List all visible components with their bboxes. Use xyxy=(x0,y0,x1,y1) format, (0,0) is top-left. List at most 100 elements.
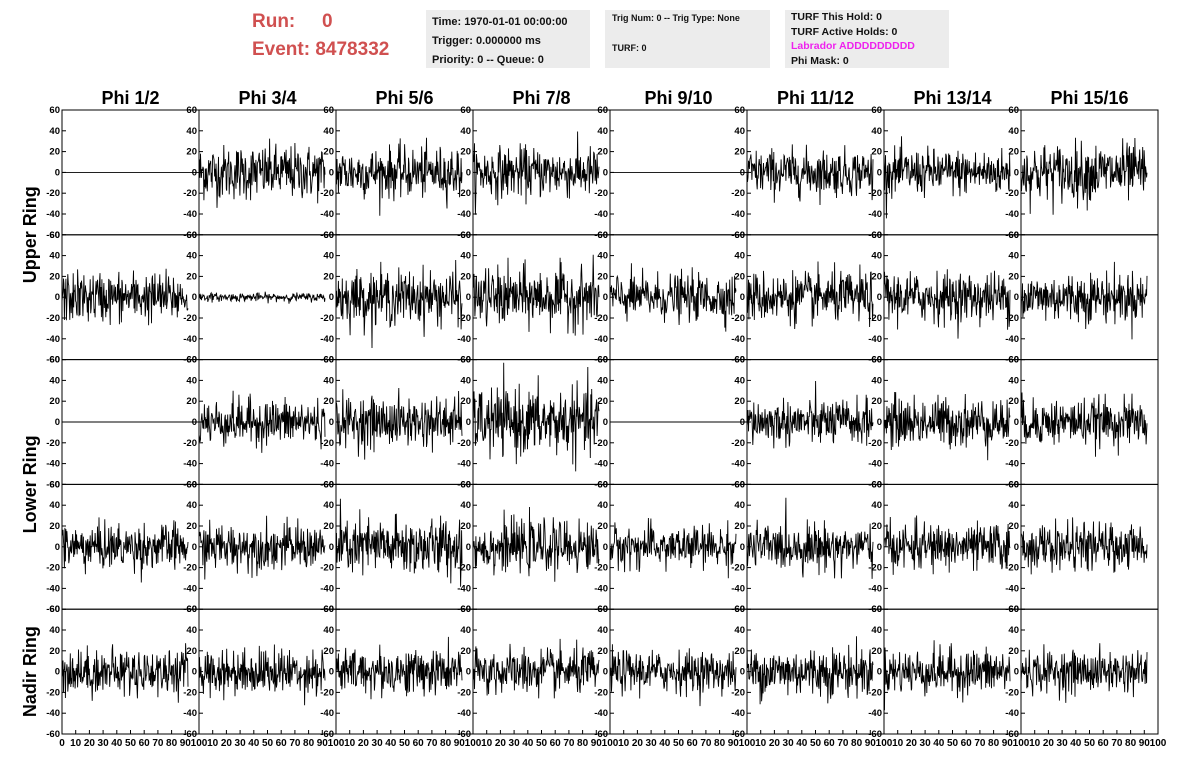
waveform-trace xyxy=(609,263,737,332)
y-tick-label: 0 xyxy=(877,417,882,428)
y-tick-label: -40 xyxy=(731,334,745,345)
y-tick-label: 0 xyxy=(740,292,745,303)
x-tick-label: 0 xyxy=(59,738,65,749)
y-tick-label: 60 xyxy=(460,479,471,490)
turf-text: TURF: 0 xyxy=(612,43,647,53)
y-tick-label: 40 xyxy=(871,625,882,636)
y-tick-label: -40 xyxy=(183,209,197,220)
y-tick-label: 60 xyxy=(460,230,471,241)
y-tick-label: 60 xyxy=(323,604,334,615)
y-tick-label: -20 xyxy=(183,188,197,199)
y-tick-label: 40 xyxy=(597,375,608,386)
y-tick-label: -40 xyxy=(594,708,608,719)
y-tick-label: 60 xyxy=(49,604,60,615)
y-tick-label: 0 xyxy=(1014,292,1019,303)
y-tick-label: 0 xyxy=(1014,542,1019,553)
x-tick-label: 80 xyxy=(1125,738,1137,749)
y-tick-label: -40 xyxy=(457,459,471,470)
priority-text: Priority: 0 -- Queue: 0 xyxy=(432,54,544,66)
waveform-trace xyxy=(1020,137,1148,215)
y-tick-label: 20 xyxy=(186,271,197,282)
y-tick-label: -20 xyxy=(46,188,60,199)
y-tick-label: -40 xyxy=(731,459,745,470)
y-tick-label: 40 xyxy=(186,500,197,511)
x-tick-label: 70 xyxy=(289,738,301,749)
y-tick-label: -40 xyxy=(868,459,882,470)
y-tick-label: -20 xyxy=(594,563,608,574)
time-info-box: Time: 1970-01-01 00:00:00 Trigger: 0.000… xyxy=(426,10,590,68)
y-tick-label: -40 xyxy=(183,334,197,345)
waveform-trace xyxy=(335,498,463,587)
y-tick-label: 0 xyxy=(55,292,60,303)
y-tick-label: 20 xyxy=(1008,521,1019,532)
y-tick-label: 0 xyxy=(877,167,882,178)
x-tick-label: 90 xyxy=(728,738,740,749)
y-tick-label: 20 xyxy=(597,521,608,532)
y-tick-label: 40 xyxy=(871,126,882,137)
y-tick-label: 40 xyxy=(460,126,471,137)
x-tick-label: 90 xyxy=(591,738,603,749)
y-tick-label: 40 xyxy=(734,251,745,262)
y-tick-label: 40 xyxy=(460,375,471,386)
y-tick-label: -20 xyxy=(457,563,471,574)
x-tick-label: 70 xyxy=(700,738,712,749)
y-tick-label: 40 xyxy=(1008,251,1019,262)
x-tick-label: 30 xyxy=(920,738,932,749)
y-tick-label: 40 xyxy=(597,126,608,137)
y-tick-label: 40 xyxy=(734,375,745,386)
y-tick-label: 0 xyxy=(740,167,745,178)
x-tick-label: 10 xyxy=(1029,738,1041,749)
y-tick-label: 60 xyxy=(49,105,60,116)
waveform-trace xyxy=(1020,643,1148,703)
y-tick-label: 20 xyxy=(323,147,334,158)
y-tick-label: -40 xyxy=(594,334,608,345)
y-tick-label: 0 xyxy=(192,292,197,303)
x-tick-label: 100 xyxy=(191,738,208,749)
y-tick-label: 20 xyxy=(323,396,334,407)
y-tick-label: 20 xyxy=(734,521,745,532)
y-tick-label: 60 xyxy=(186,105,197,116)
trigger-info-box: Trig Num: 0 -- Trig Type: None TURF: 0 xyxy=(605,10,770,68)
ring-label: Upper Ring xyxy=(20,186,40,283)
y-tick-label: -60 xyxy=(183,479,197,490)
phi-mask-text: Phi Mask: 0 xyxy=(791,54,849,67)
y-tick-label: 60 xyxy=(734,230,745,241)
y-tick-label: 20 xyxy=(734,396,745,407)
x-tick-label: 20 xyxy=(769,738,781,749)
x-tick-label: 10 xyxy=(755,738,767,749)
x-tick-label: 100 xyxy=(876,738,893,749)
x-tick-label: 50 xyxy=(125,738,137,749)
y-tick-label: 40 xyxy=(323,126,334,137)
y-tick-label: -20 xyxy=(731,188,745,199)
waveform-trace xyxy=(198,390,326,453)
y-tick-label: 20 xyxy=(323,521,334,532)
y-tick-label: 40 xyxy=(871,251,882,262)
x-tick-label: 30 xyxy=(1057,738,1069,749)
y-tick-label: 60 xyxy=(734,479,745,490)
y-tick-label: -60 xyxy=(46,230,60,241)
y-tick-label: -60 xyxy=(1005,355,1019,366)
waveform-trace xyxy=(198,138,326,208)
y-tick-label: 40 xyxy=(49,500,60,511)
y-tick-label: 20 xyxy=(460,646,471,657)
x-tick-label: 40 xyxy=(522,738,534,749)
waveform-trace xyxy=(335,137,463,216)
x-tick-label: 70 xyxy=(152,738,164,749)
x-tick-label: 100 xyxy=(739,738,756,749)
y-tick-label: 60 xyxy=(597,105,608,116)
y-tick-label: 20 xyxy=(871,147,882,158)
y-tick-label: 40 xyxy=(460,251,471,262)
y-tick-label: -60 xyxy=(457,355,471,366)
y-tick-label: 40 xyxy=(1008,126,1019,137)
y-tick-label: -40 xyxy=(46,334,60,345)
y-tick-label: 60 xyxy=(460,355,471,366)
y-tick-label: 40 xyxy=(49,625,60,636)
x-tick-label: 100 xyxy=(1013,738,1030,749)
y-tick-label: -60 xyxy=(46,479,60,490)
y-tick-label: 60 xyxy=(734,604,745,615)
y-tick-label: 60 xyxy=(871,355,882,366)
x-tick-label: 20 xyxy=(495,738,507,749)
y-tick-label: -20 xyxy=(183,313,197,324)
y-tick-label: 20 xyxy=(49,521,60,532)
event-value: 8478332 xyxy=(315,39,390,60)
